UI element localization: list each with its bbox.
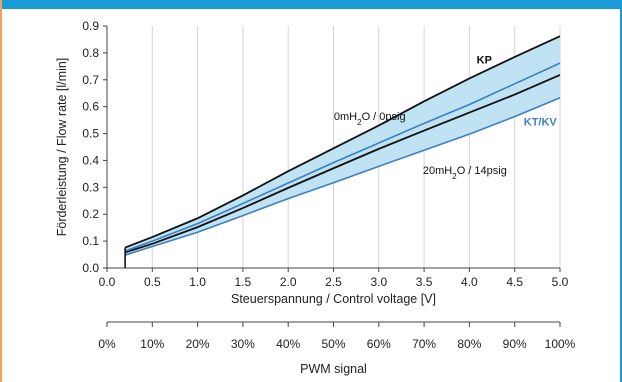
series-label-kt-kv: KT/KV (524, 116, 558, 128)
x-tick-label: 0.0 (99, 275, 116, 289)
x-tick-label: 2.0 (280, 275, 297, 289)
top-banner (0, 0, 622, 9)
pwm-tick-label: 0% (98, 337, 116, 351)
pwm-axis-label: PWM signal (300, 362, 367, 376)
x-tick-label: 1.5 (235, 275, 252, 289)
pwm-tick-label: 30% (231, 337, 255, 351)
right-border (620, 0, 622, 382)
pwm-tick-label: 70% (412, 337, 436, 351)
kp-band-fill (125, 36, 561, 256)
pwm-tick-label: 100% (545, 337, 576, 351)
axes: 0.0 0.1 0.2 0.3 0.4 0.5 0.6 0.7 0.8 0.9 0.0 0.5 1.0 1… (82, 19, 575, 351)
pwm-tick-label: 60% (367, 337, 391, 351)
y-tick-label: 0.5 (82, 127, 99, 141)
y-tick-label: 0.8 (82, 46, 99, 60)
y-tick-label: 0.9 (82, 19, 99, 33)
x-tick-label: 1.0 (189, 275, 206, 289)
left-border (0, 0, 2, 382)
x-axis-label: Steuerspannung / Control voltage [V] (231, 292, 436, 306)
y-tick-label: 0.7 (82, 73, 99, 87)
kp-line-1 (124, 74, 561, 254)
y-tick-label: 0.6 (82, 100, 99, 114)
x-tick-label: 3.0 (370, 275, 387, 289)
x-tick-label: 4.5 (506, 275, 523, 289)
kt-kv-line-3 (124, 97, 561, 256)
pwm-tick-label: 80% (457, 337, 481, 351)
y-tick-label: 0.2 (82, 207, 99, 221)
x-tick-label: 0.5 (144, 275, 161, 289)
annotation-subscript: 2 (357, 118, 362, 127)
annotation-text: 20mH (423, 165, 452, 177)
kp-line-0 (124, 35, 561, 249)
annotation-text: 0mH (334, 111, 357, 123)
x-tick-label: 2.5 (325, 275, 342, 289)
pwm-tick-label: 40% (276, 337, 300, 351)
series-label-kp: KP (477, 55, 492, 67)
annotation-20mh2o: 20mH2O / 14psig (423, 165, 507, 181)
y-axis-label: Förderleistung / Flow rate [l/min] (55, 58, 69, 237)
kt-kv-line-2 (124, 62, 561, 252)
y-tick-label: 0.3 (82, 180, 99, 194)
annotation-text: O / 14psig (457, 165, 507, 177)
annotation-subscript: 2 (452, 171, 457, 180)
y-tick-label: 0.1 (82, 234, 99, 248)
annotation-text: O / 0psig (362, 111, 406, 123)
pwm-tick-label: 10% (140, 337, 164, 351)
y-tick-label: 0.0 (82, 261, 99, 275)
x-tick-label: 3.5 (416, 275, 433, 289)
annotation-0mh2o: 0mH2O / 0psig (334, 111, 406, 127)
pwm-tick-label: 50% (321, 337, 345, 351)
y-tick-label: 0.4 (82, 153, 99, 167)
pwm-tick-label: 90% (503, 337, 527, 351)
x-tick-label: 4.0 (461, 275, 478, 289)
pwm-tick-label: 20% (186, 337, 210, 351)
series-lines (124, 35, 561, 268)
x-tick-label: 5.0 (552, 275, 569, 289)
